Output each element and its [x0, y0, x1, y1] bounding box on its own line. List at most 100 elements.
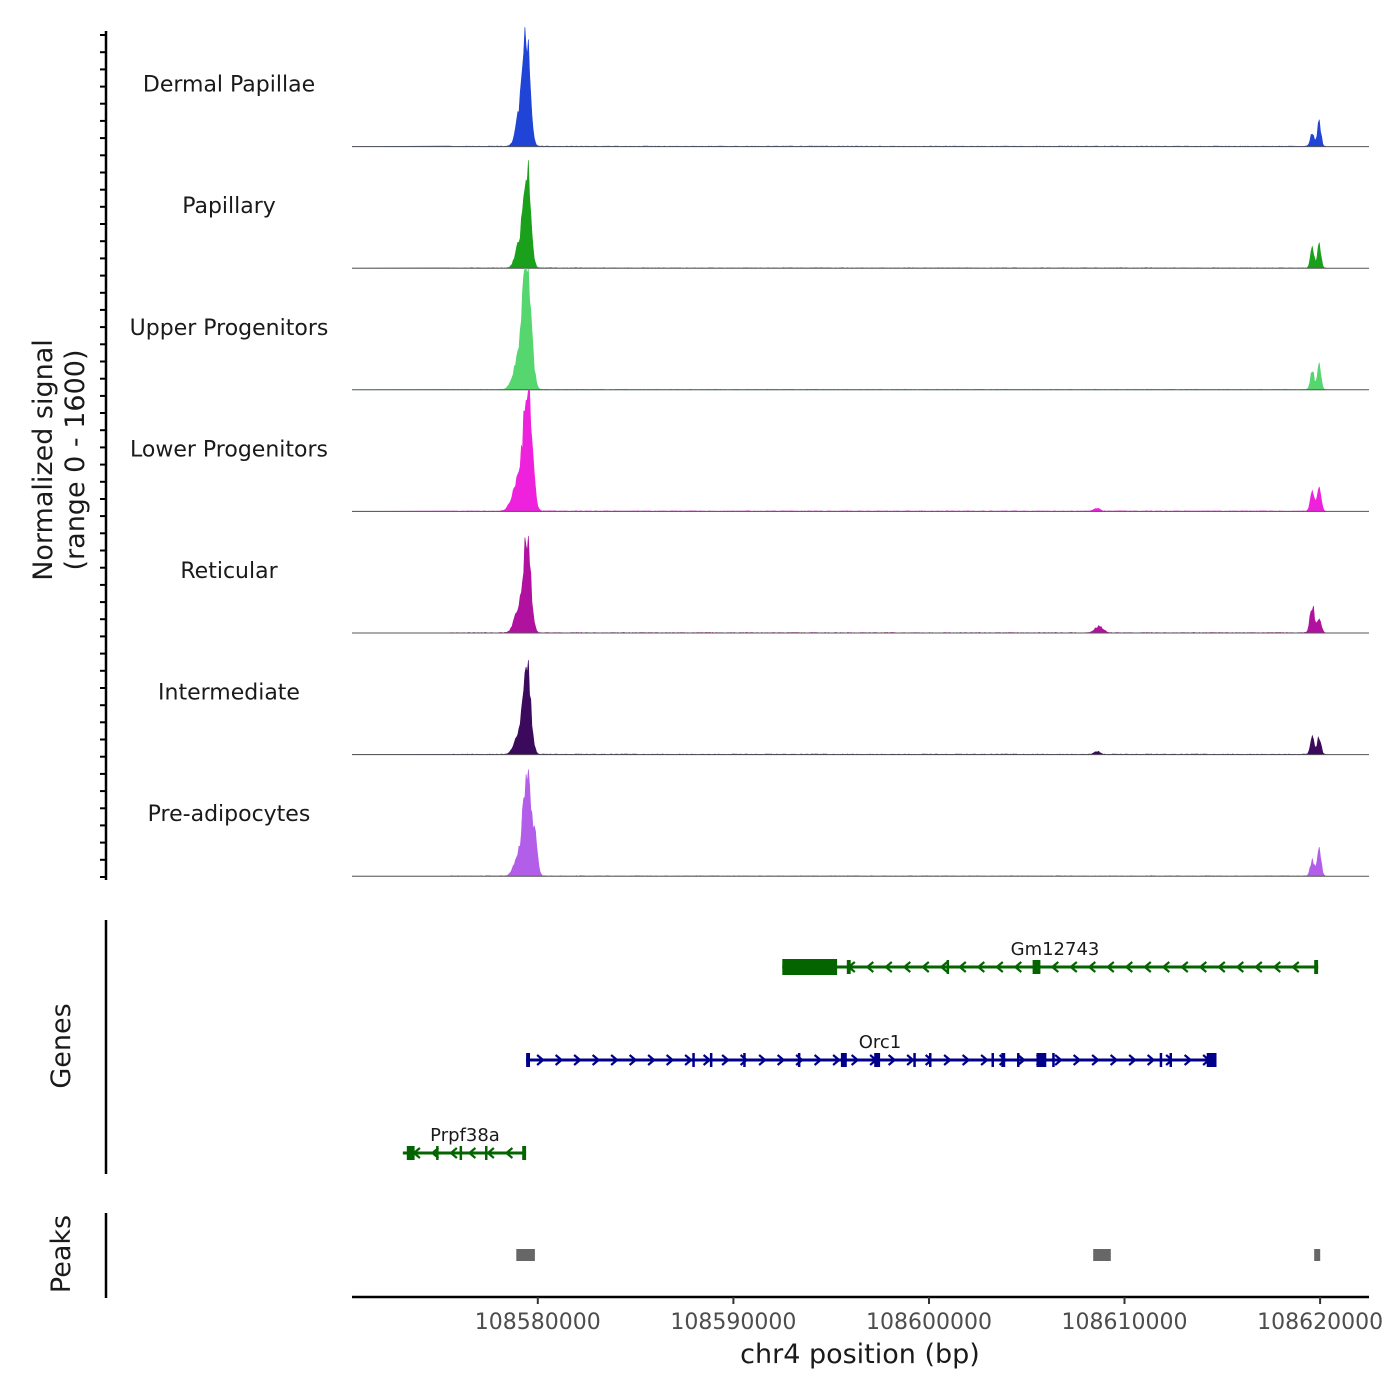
strand-arrow — [628, 1054, 638, 1066]
exon — [1036, 1053, 1047, 1067]
strand-arrow — [1146, 1054, 1156, 1066]
strand-arrow — [1254, 961, 1263, 973]
strand-arrow — [1235, 961, 1245, 973]
coverage-y-ticks — [100, 34, 106, 878]
strand-arrow — [1198, 961, 1208, 973]
strand-arrow — [1143, 961, 1152, 973]
gene-label: Orc1 — [859, 1032, 902, 1053]
coverage-area — [351, 769, 1327, 877]
exon — [797, 1053, 801, 1067]
exon — [692, 1053, 695, 1067]
exon — [1206, 1053, 1217, 1067]
x-axis-ticks: 108580000 108590000 108600000 108610000 1086… — [475, 1297, 1383, 1335]
strand-arrow — [1087, 961, 1097, 973]
strand-arrow — [665, 1054, 675, 1066]
strand-arrow — [536, 1054, 545, 1066]
strand-arrow — [449, 1147, 458, 1159]
strand-arrow — [1180, 961, 1189, 973]
track-label: Pre-adipocytes — [148, 802, 311, 827]
strand-arrow — [1128, 1054, 1137, 1066]
exon — [436, 1146, 439, 1160]
strand-arrow — [591, 1054, 601, 1066]
strand-arrow — [721, 1054, 730, 1066]
strand-arrow — [980, 1054, 989, 1066]
exon — [1159, 1053, 1163, 1067]
strand-arrow — [702, 1054, 712, 1066]
strand-arrow — [1050, 961, 1060, 973]
exon — [1052, 1053, 1055, 1067]
strand-arrow — [684, 1054, 693, 1066]
x-tick-label: 108620000 — [1257, 1310, 1383, 1335]
coverage-area — [351, 160, 1328, 269]
strand-arrow — [1109, 1054, 1119, 1066]
coverage-area — [351, 535, 1327, 634]
strand-arrow — [865, 961, 875, 973]
strand-arrow — [921, 961, 930, 973]
strand-arrow — [976, 961, 986, 973]
exon — [991, 1053, 994, 1067]
exon — [459, 1146, 463, 1160]
strand-arrow — [1054, 1054, 1063, 1066]
track-label: Dermal Papillae — [143, 73, 315, 98]
peaks-ylabel: Peaks — [46, 1215, 77, 1293]
strand-arrow — [1272, 961, 1282, 973]
peak-region — [1314, 1249, 1321, 1261]
exon — [1001, 1053, 1006, 1067]
exon — [709, 1053, 713, 1067]
strand-arrow — [739, 1054, 749, 1066]
x-tick-label: 108580000 — [475, 1310, 601, 1335]
gene-label: Prpf38a — [430, 1125, 500, 1146]
strand-arrow — [995, 961, 1004, 973]
strand-arrow — [902, 961, 912, 973]
strand-arrow — [943, 1054, 952, 1066]
coverage-area — [351, 268, 1328, 391]
strand-arrow — [1124, 961, 1134, 973]
strand-arrow — [504, 1147, 514, 1159]
strand-arrow — [1106, 961, 1115, 973]
exon — [1032, 960, 1041, 974]
strand-arrow — [887, 1054, 897, 1066]
strand-arrow — [1165, 1054, 1174, 1066]
strand-arrow — [467, 1147, 477, 1159]
track-label: Intermediate — [158, 681, 300, 706]
exon — [929, 1053, 932, 1067]
strand-arrow — [1069, 961, 1078, 973]
x-tick-label: 108590000 — [670, 1310, 796, 1335]
exon — [1169, 1053, 1172, 1067]
exon — [840, 1053, 847, 1067]
x-tick-label: 108600000 — [866, 1310, 992, 1335]
peak-regions — [516, 1249, 1321, 1261]
strand-arrow — [1017, 1054, 1026, 1066]
strand-arrow — [776, 1054, 786, 1066]
genes-ylabel: Genes — [46, 1003, 77, 1088]
strand-arrow — [758, 1054, 767, 1066]
strand-arrow — [1291, 961, 1300, 973]
track-label: Reticular — [180, 559, 278, 584]
exon — [406, 1146, 415, 1160]
coverage-area — [351, 660, 1327, 755]
strand-arrow — [573, 1054, 582, 1066]
strand-arrow — [961, 1054, 971, 1066]
coverage-area — [351, 389, 1328, 512]
strand-arrow — [610, 1054, 619, 1066]
coverage-ylabel-line1: Normalized signal — [28, 339, 59, 581]
strand-arrow — [939, 961, 949, 973]
exon — [782, 959, 838, 975]
exon — [526, 1053, 530, 1067]
strand-arrow — [1183, 1054, 1193, 1066]
strand-arrow — [813, 1054, 823, 1066]
strand-arrow — [1091, 1054, 1100, 1066]
exon — [743, 1053, 746, 1067]
track-label: Lower Progenitors — [130, 437, 328, 462]
exon — [913, 1053, 916, 1067]
exon — [946, 960, 950, 974]
track-label: Upper Progenitors — [130, 316, 329, 341]
exon — [846, 960, 851, 974]
strand-arrow — [486, 1147, 495, 1159]
exon — [1017, 1053, 1020, 1067]
exon — [485, 1146, 488, 1160]
strand-arrow — [1161, 961, 1171, 973]
gene-gm12743: Gm12743 — [782, 939, 1319, 975]
exon — [522, 1146, 527, 1160]
peak-region — [516, 1249, 535, 1261]
